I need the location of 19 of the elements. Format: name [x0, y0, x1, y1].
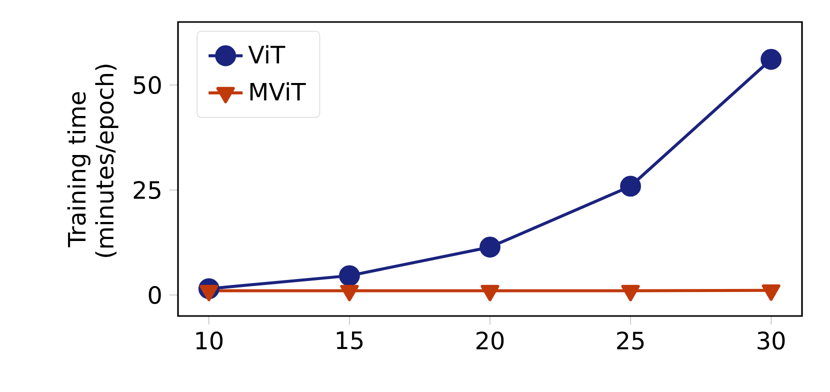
y-tick-label: 50 [134, 76, 161, 94]
x-tick-label: 30 [758, 332, 785, 350]
legend-label: MViT [250, 82, 306, 100]
x-tick-label: 10 [196, 332, 223, 350]
y-tick-label: 0 [148, 286, 161, 304]
point [200, 284, 218, 302]
legend-label: ViT [248, 45, 286, 64]
point [480, 284, 500, 302]
point [760, 48, 782, 70]
y-axis-title: Training time (minutes/epoch) [67, 64, 118, 257]
point [620, 176, 642, 197]
point [480, 236, 500, 258]
y-tick-label: 25 [134, 180, 160, 200]
point [340, 284, 359, 302]
x-tick-label: 15 [336, 332, 363, 350]
x-tick-label: 25 [617, 332, 644, 350]
point [621, 284, 640, 302]
point [762, 284, 780, 301]
x-tick-label: 20 [476, 332, 504, 350]
